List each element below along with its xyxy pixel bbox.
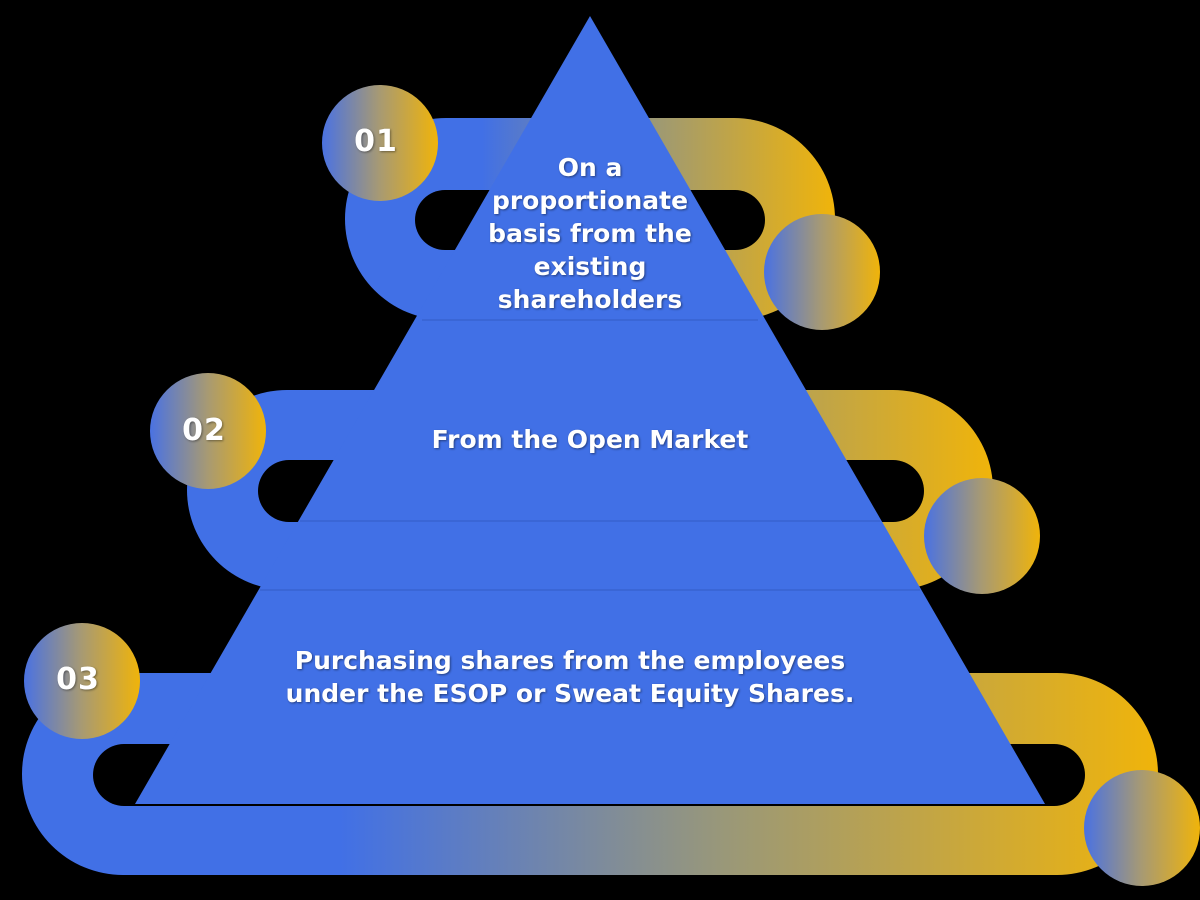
end-circle-2 — [924, 478, 1040, 594]
tier-text-3: Purchasing shares from the employees und… — [285, 646, 855, 708]
number-circle-3 — [24, 623, 140, 739]
tier-number-2: 02 — [182, 413, 226, 448]
end-circle-1 — [764, 214, 880, 330]
tier-text-1: On a proportionate basis from the existi… — [488, 153, 692, 314]
tier-number-1: 01 — [354, 124, 398, 159]
pyramid-shape — [135, 16, 1045, 804]
end-circle-3 — [1084, 770, 1200, 886]
tier-text-2: From the Open Market — [431, 425, 749, 454]
tier-number-3: 03 — [56, 662, 100, 697]
number-circle-2 — [150, 373, 266, 489]
number-circle-1 — [322, 85, 438, 201]
